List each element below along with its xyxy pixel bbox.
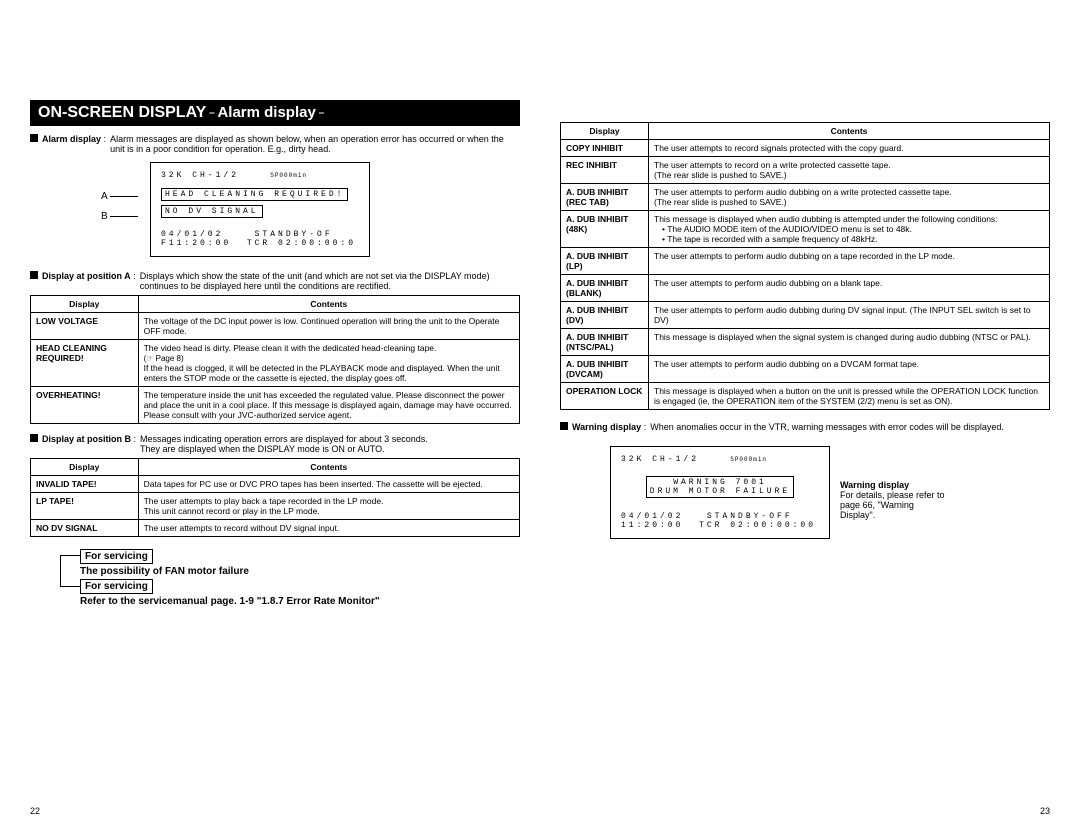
table-row: HEAD CLEANING REQUIRED!The video head is… bbox=[31, 340, 520, 387]
left-column: ON-SCREEN DISPLAY – Alarm display – Alar… bbox=[30, 100, 520, 804]
page-number-left: 22 bbox=[30, 806, 40, 816]
title-dash: – bbox=[206, 107, 217, 118]
warning-intro: Warning display : When anomalies occur i… bbox=[560, 422, 1050, 432]
serv-s1: For servicing bbox=[80, 549, 153, 564]
osd-warn-a: WARNING 7001DRUM MOTOR FAILURE bbox=[646, 476, 794, 498]
manual-spread: ON-SCREEN DISPLAY – Alarm display – Alar… bbox=[0, 0, 1080, 834]
table-row: OPERATION LOCKThis message is displayed … bbox=[561, 383, 1050, 410]
title-main: ON-SCREEN DISPLAY bbox=[38, 104, 206, 121]
th-display: Display bbox=[31, 459, 139, 476]
th-contents: Contents bbox=[138, 296, 519, 313]
serv-s3: For servicing bbox=[80, 579, 153, 594]
warning-side-note: Warning display For details, please refe… bbox=[840, 480, 950, 520]
warning-text: When anomalies occur in the VTR, warning… bbox=[650, 422, 1004, 432]
pos-b-text2: They are displayed when the DISPLAY mode… bbox=[140, 444, 385, 454]
right-column: DisplayContents COPY INHIBITThe user att… bbox=[560, 100, 1050, 804]
table-row: A. DUB INHIBIT (48K)This message is disp… bbox=[561, 211, 1050, 248]
table-row: A. DUB INHIBIT (BLANK)The user attempts … bbox=[561, 275, 1050, 302]
osd-box-a: HEAD CLEANING REQUIRED! bbox=[161, 188, 348, 201]
title-sub: Alarm display bbox=[217, 104, 315, 121]
table-row: A. DUB INHIBIT (REC TAB)The user attempt… bbox=[561, 184, 1050, 211]
warn-side-title: Warning display bbox=[840, 480, 909, 490]
th-contents: Contents bbox=[138, 459, 519, 476]
alarm-intro: Alarm display : Alarm messages are displ… bbox=[30, 134, 520, 154]
section-title-bar: ON-SCREEN DISPLAY – Alarm display – bbox=[30, 100, 520, 126]
th-display: Display bbox=[31, 296, 139, 313]
title-trail: – bbox=[316, 107, 324, 118]
pos-b-heading: Display at position B : Messages indicat… bbox=[30, 434, 520, 454]
table-row: A. DUB INHIBIT (LP)The user attempts to … bbox=[561, 248, 1050, 275]
table-position-b: DisplayContents INVALID TAPE!Data tapes … bbox=[30, 458, 520, 537]
table-row: LOW VOLTAGEThe voltage of the DC input p… bbox=[31, 313, 520, 340]
th-contents: Contents bbox=[649, 123, 1050, 140]
pos-b-text1: Messages indicating operation errors are… bbox=[140, 434, 428, 444]
servicing-notes: For servicing The possibility of FAN mot… bbox=[30, 549, 520, 607]
alarm-label: Alarm display : bbox=[30, 134, 106, 154]
table-row: A. DUB INHIBIT (DV)The user attempts to … bbox=[561, 302, 1050, 329]
th-display: Display bbox=[561, 123, 649, 140]
table-row: OVERHEATING!The temperature inside the u… bbox=[31, 387, 520, 424]
osd-display-2: 32K CH-1/2 SP000min WARNING 7001DRUM MOT… bbox=[610, 446, 830, 539]
serv-s2: The possibility of FAN motor failure bbox=[80, 566, 249, 577]
marker-a: A bbox=[101, 191, 138, 202]
table-row: COPY INHIBITThe user attempts to record … bbox=[561, 140, 1050, 157]
serv-s4: Refer to the servicemanual page. 1-9 "1.… bbox=[80, 596, 380, 607]
osd-box-b: NO DV SIGNAL bbox=[161, 205, 263, 218]
table-row: LP TAPE!The user attempts to play back a… bbox=[31, 493, 520, 520]
table-row: A. DUB INHIBIT (NTSC/PAL)This message is… bbox=[561, 329, 1050, 356]
alarm-text: Alarm messages are displayed as shown be… bbox=[110, 134, 520, 154]
osd-display-1: 32K CH-1/2 SP000min A HEAD CLEANING REQU… bbox=[150, 162, 370, 257]
marker-b: B bbox=[101, 211, 138, 222]
table-row: A. DUB INHIBIT (DVCAM)The user attempts … bbox=[561, 356, 1050, 383]
warn-side-text: For details, please refer to page 66, "W… bbox=[840, 490, 945, 520]
page-number-right: 23 bbox=[1040, 806, 1050, 816]
table-row: REC INHIBITThe user attempts to record o… bbox=[561, 157, 1050, 184]
table-row: NO DV SIGNALThe user attempts to record … bbox=[31, 520, 520, 537]
table-right: DisplayContents COPY INHIBITThe user att… bbox=[560, 122, 1050, 410]
pos-a-text: Displays which show the state of the uni… bbox=[140, 271, 520, 291]
table-row: INVALID TAPE!Data tapes for PC use or DV… bbox=[31, 476, 520, 493]
warning-label: Warning display : bbox=[560, 422, 646, 432]
table-position-a: DisplayContents LOW VOLTAGEThe voltage o… bbox=[30, 295, 520, 424]
pos-a-heading: Display at position A : Displays which s… bbox=[30, 271, 520, 291]
